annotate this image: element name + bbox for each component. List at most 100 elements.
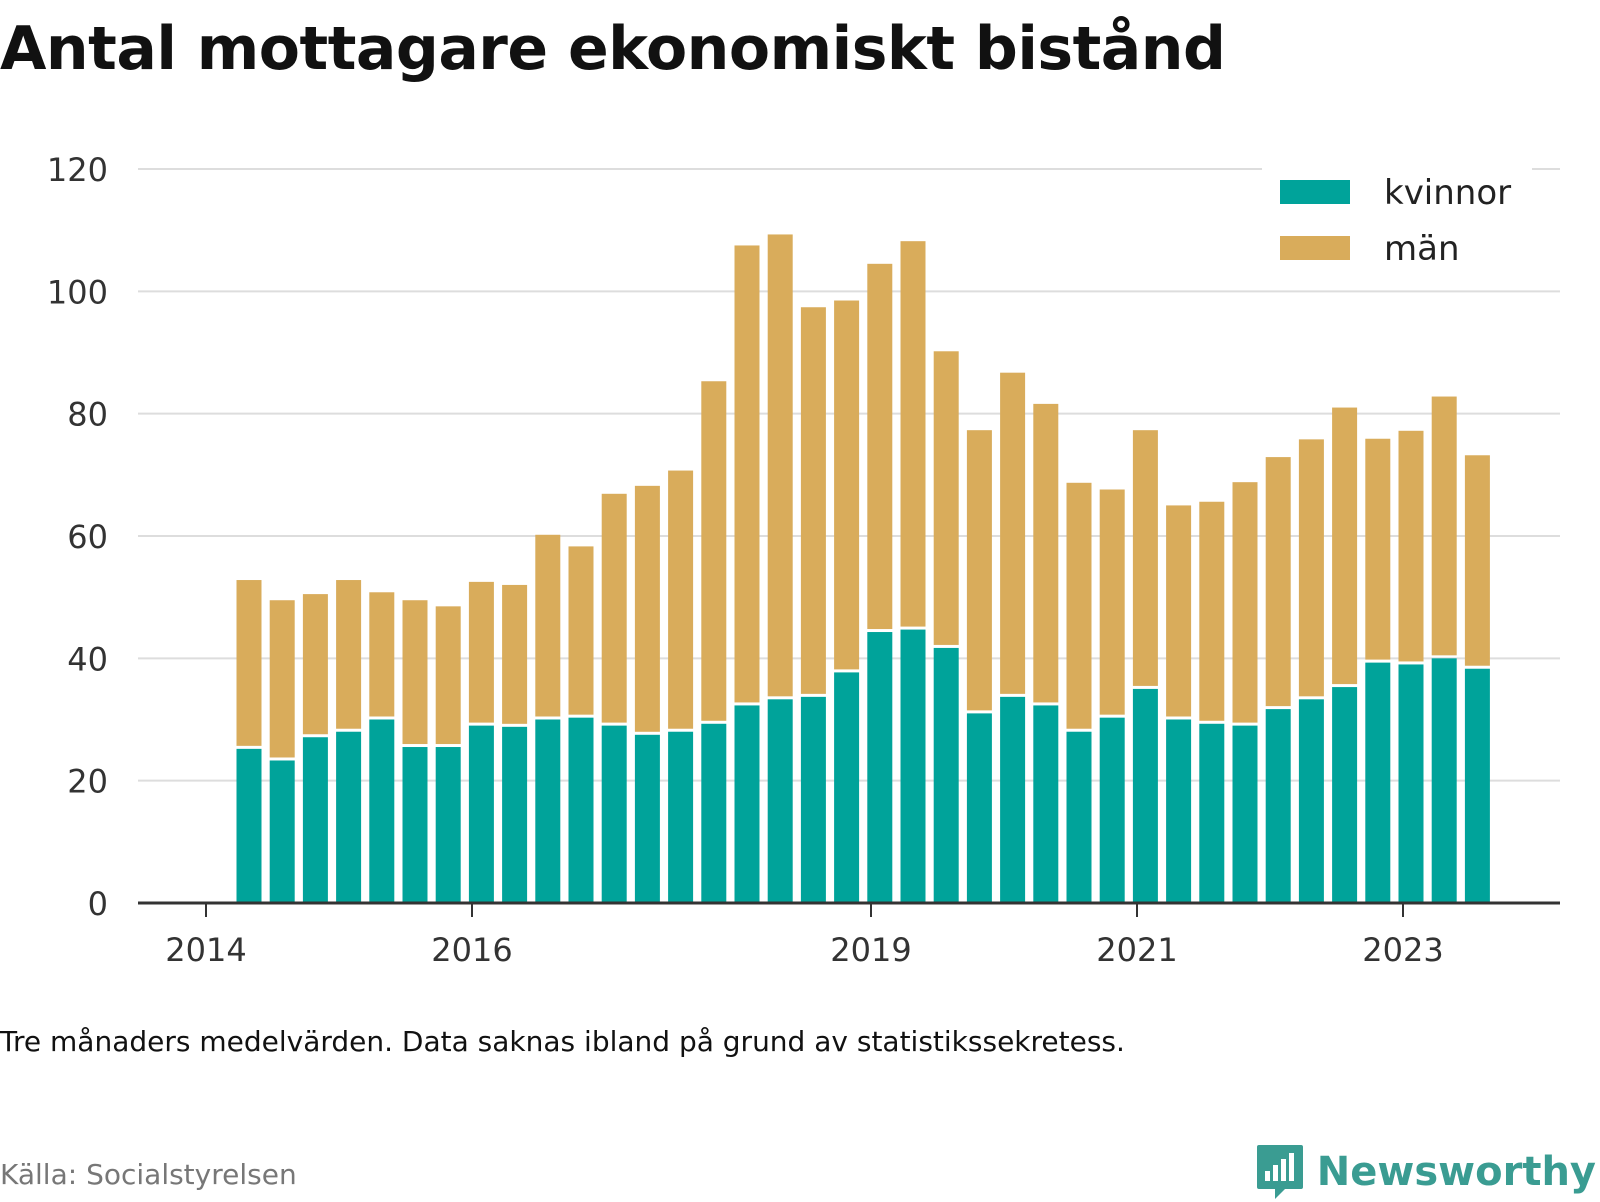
newsworthy-logo-icon (1256, 1145, 1303, 1199)
x-tick-label: 2023 (1362, 931, 1443, 969)
bar-män-2019-Q3 (933, 351, 959, 645)
y-tick-label: 0 (88, 885, 108, 923)
bar-kvinnor-2018-Q2 (767, 699, 793, 903)
bar-män-2016-Q4 (568, 546, 594, 715)
bar-kvinnor-2016-Q1 (468, 725, 494, 903)
bar-män-2017-Q4 (701, 381, 727, 721)
bar-kvinnor-2017-Q4 (701, 723, 727, 903)
bar-män-2017-Q1 (601, 493, 627, 723)
y-tick-label: 20 (67, 763, 108, 801)
bar-män-2015-Q1 (336, 580, 362, 729)
bar-män-2020-Q1 (1000, 372, 1026, 694)
bar-män-2022-Q1 (1265, 457, 1291, 707)
bar-män-2020-Q3 (1066, 482, 1092, 729)
bar-kvinnor-2021-Q3 (1199, 723, 1225, 903)
bar-män-2019-Q1 (867, 263, 893, 630)
bar-kvinnor-2020-Q1 (1000, 696, 1026, 903)
bar-män-2022-Q2 (1298, 439, 1324, 697)
legend-swatch-kvinnor (1280, 180, 1350, 204)
bar-män-2016-Q1 (468, 581, 494, 723)
bar-kvinnor-2016-Q3 (535, 719, 561, 903)
bar-män-2022-Q3 (1332, 407, 1358, 685)
source-label: Källa: Socialstyrelsen (0, 1158, 297, 1191)
bar-kvinnor-2022-Q4 (1365, 662, 1391, 903)
legend-label-män: män (1384, 229, 1460, 269)
bar-kvinnor-2015-Q4 (435, 747, 461, 903)
bar-män-2014-Q3 (269, 600, 295, 758)
bar-män-2021-Q2 (1166, 505, 1192, 717)
bar-män-2020-Q4 (1099, 489, 1125, 715)
bar-män-2018-Q4 (834, 300, 860, 670)
bar-kvinnor-2014-Q4 (302, 737, 328, 903)
bar-kvinnor-2017-Q1 (601, 725, 627, 903)
y-tick-label: 40 (67, 640, 108, 678)
bar-kvinnor-2021-Q4 (1232, 725, 1258, 903)
x-axis: 2014 2016 2019 2021 2023 (138, 901, 1560, 969)
bar-kvinnor-2021-Q1 (1132, 688, 1158, 903)
chart-title: Antal mottagare ekonomiskt bistånd (0, 14, 1226, 84)
bar-män-2018-Q3 (800, 307, 826, 694)
bar-män-2023-Q2 (1431, 396, 1457, 656)
bar-män-2014-Q2 (236, 580, 262, 746)
bar-kvinnor-2017-Q2 (634, 734, 660, 903)
bars (236, 234, 1490, 903)
bar-män-2022-Q4 (1365, 438, 1391, 660)
bar-män-2015-Q2 (369, 592, 395, 717)
bar-kvinnor-2017-Q3 (668, 731, 694, 903)
x-tick-label: 2016 (431, 931, 512, 969)
bar-män-2021-Q4 (1232, 482, 1258, 723)
bar-kvinnor-2020-Q3 (1066, 731, 1092, 903)
bar-kvinnor-2020-Q2 (1033, 705, 1059, 903)
bar-män-2023-Q3 (1464, 455, 1490, 666)
bar-män-2023-Q1 (1398, 430, 1424, 662)
legend-swatch-män (1280, 236, 1350, 260)
bar-kvinnor-2019-Q2 (900, 629, 926, 903)
bar-kvinnor-2018-Q4 (834, 672, 860, 903)
bar-kvinnor-2016-Q2 (502, 726, 528, 903)
bar-män-2015-Q3 (402, 600, 428, 745)
bar-kvinnor-2022-Q1 (1265, 709, 1291, 903)
bar-kvinnor-2019-Q4 (966, 713, 992, 903)
bar-kvinnor-2023-Q2 (1431, 658, 1457, 903)
x-tick-label: 2021 (1096, 931, 1177, 969)
y-tick-label: 100 (47, 273, 108, 311)
bar-män-2021-Q3 (1199, 501, 1225, 721)
bar-kvinnor-2019-Q3 (933, 647, 959, 903)
y-axis-ticks: 0 20 40 60 80 100 120 (47, 151, 108, 923)
x-tick-label: 2014 (165, 931, 246, 969)
bar-kvinnor-2021-Q2 (1166, 719, 1192, 903)
bar-män-2019-Q4 (966, 430, 992, 711)
bar-män-2015-Q4 (435, 606, 461, 745)
bar-kvinnor-2016-Q4 (568, 717, 594, 903)
bar-män-2021-Q1 (1132, 430, 1158, 686)
bar-kvinnor-2014-Q3 (269, 760, 295, 903)
bar-kvinnor-2018-Q1 (734, 705, 760, 903)
bar-kvinnor-2022-Q3 (1332, 687, 1358, 903)
legend-label-kvinnor: kvinnor (1384, 173, 1511, 213)
bar-män-2018-Q2 (767, 234, 793, 697)
legend: kvinnor män (1262, 166, 1532, 286)
stacked-bar-chart: 0 20 40 60 80 100 120 2014 2016 2019 2021 2023 kvi… (47, 151, 1560, 969)
x-tick-label: 2019 (830, 931, 911, 969)
brand-logo[interactable]: Newsworthy (1255, 1142, 1596, 1202)
bar-kvinnor-2020-Q4 (1099, 717, 1125, 903)
bar-kvinnor-2015-Q2 (369, 719, 395, 903)
bar-män-2018-Q1 (734, 245, 760, 703)
chart-note: Tre månaders medelvärden. Data saknas ib… (0, 1025, 1125, 1058)
bar-män-2016-Q2 (502, 584, 528, 724)
bar-män-2017-Q2 (634, 485, 660, 732)
bar-kvinnor-2014-Q2 (236, 748, 262, 903)
bar-män-2019-Q2 (900, 241, 926, 627)
brand-name: Newsworthy (1316, 1149, 1596, 1195)
bar-män-2020-Q2 (1033, 403, 1059, 703)
bar-kvinnor-2019-Q1 (867, 632, 893, 903)
bar-män-2017-Q3 (668, 470, 694, 729)
bar-kvinnor-2023-Q1 (1398, 664, 1424, 903)
bar-kvinnor-2015-Q3 (402, 747, 428, 903)
y-tick-label: 60 (67, 518, 108, 556)
bar-kvinnor-2022-Q2 (1298, 699, 1324, 903)
bar-kvinnor-2023-Q3 (1464, 668, 1490, 903)
y-tick-label: 120 (47, 151, 108, 189)
bar-män-2014-Q4 (302, 594, 328, 735)
bar-kvinnor-2015-Q1 (336, 731, 362, 903)
